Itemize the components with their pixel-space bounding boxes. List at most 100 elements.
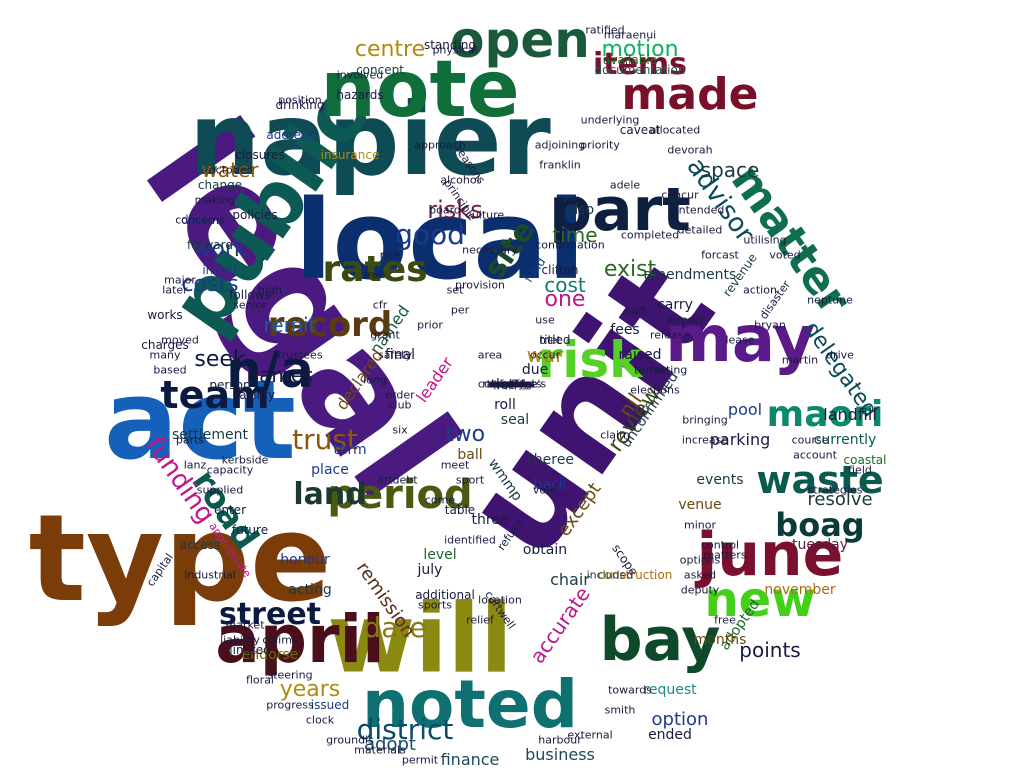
- word: caveat: [619, 123, 661, 137]
- word: free: [714, 613, 736, 627]
- word: position: [278, 93, 322, 107]
- word: final: [384, 347, 416, 363]
- word: trust: [292, 423, 358, 456]
- word: maraenui: [603, 28, 657, 42]
- word: claims: [262, 633, 298, 647]
- word: towards: [608, 683, 652, 697]
- word: use: [535, 313, 555, 327]
- word: person: [209, 378, 251, 392]
- word: asked: [683, 568, 717, 582]
- word: seek: [194, 347, 246, 372]
- word: follows: [229, 288, 271, 302]
- word: fund: [499, 377, 525, 391]
- word: works: [147, 308, 183, 322]
- word: years: [279, 677, 341, 702]
- word: back: [533, 477, 567, 493]
- word: area: [477, 348, 503, 362]
- word: materials: [354, 743, 406, 757]
- word: people: [493, 377, 531, 391]
- word: amendments: [643, 267, 737, 283]
- word: charges: [141, 338, 189, 352]
- word: smith: [604, 703, 636, 717]
- word: settlement: [171, 427, 249, 443]
- word: address: [266, 128, 314, 142]
- word: acting: [288, 582, 332, 598]
- word: control: [700, 538, 740, 552]
- word: date: [363, 611, 427, 644]
- word: one: [544, 287, 586, 312]
- word: priority: [580, 138, 620, 152]
- word: deputy: [680, 583, 720, 597]
- word: confirmation: [535, 238, 605, 252]
- word: hawkes: [491, 377, 533, 391]
- word: june: [696, 520, 844, 590]
- word: franklin: [539, 158, 581, 172]
- word: risk: [537, 331, 643, 389]
- word: space: [700, 158, 760, 182]
- word: local: [294, 176, 586, 304]
- word: come: [424, 493, 456, 507]
- word: art: [377, 473, 393, 487]
- word: seal: [500, 412, 530, 428]
- word: clifton: [541, 263, 579, 277]
- word: honour: [280, 552, 330, 568]
- word: record: [267, 305, 393, 345]
- word: roll: [494, 397, 516, 413]
- word: raised: [618, 347, 662, 363]
- word: chair: [550, 570, 590, 589]
- word: place: [311, 462, 349, 478]
- word: land: [293, 477, 367, 512]
- word: exist: [603, 257, 657, 282]
- word: ratified: [585, 23, 625, 37]
- word: facility: [235, 388, 275, 402]
- word: market: [225, 618, 265, 632]
- word: accurate: [525, 582, 595, 668]
- word: limited: [229, 643, 271, 657]
- word: groundis: [326, 733, 374, 747]
- word: physical: [432, 43, 478, 57]
- word: senior: [233, 298, 267, 312]
- word: major: [164, 273, 196, 287]
- word: closures: [235, 148, 285, 162]
- word: district: [356, 713, 454, 746]
- word: enter: [213, 503, 247, 517]
- word: bringing: [682, 413, 728, 427]
- word: term: [333, 442, 367, 458]
- word: insurance: [320, 148, 380, 162]
- word: policies: [232, 208, 278, 222]
- word: making: [194, 193, 236, 207]
- word: additional: [415, 588, 475, 602]
- word: july: [417, 562, 443, 578]
- word: matters: [703, 548, 747, 562]
- word: due: [521, 362, 549, 378]
- word: change: [197, 178, 243, 192]
- word: terms: [634, 363, 666, 377]
- word: concerns: [175, 213, 225, 227]
- word: ball: [457, 447, 483, 463]
- word: open: [450, 11, 590, 69]
- word: maori: [766, 394, 884, 435]
- word: street: [218, 597, 322, 632]
- word: based: [153, 363, 187, 377]
- word: work: [193, 237, 247, 262]
- word: rates: [322, 249, 428, 290]
- word: progress: [266, 698, 314, 712]
- word: drive: [826, 348, 854, 362]
- word: crowe: [495, 377, 529, 391]
- word: iron: [364, 268, 386, 282]
- word: endorse: [241, 647, 299, 663]
- word: action: [743, 283, 777, 297]
- word: forcast: [701, 248, 739, 262]
- word: adjoining: [534, 138, 586, 152]
- word: napier: [189, 81, 551, 198]
- word: grant: [370, 328, 400, 342]
- word: relief: [466, 613, 494, 627]
- word: costs: [181, 272, 239, 297]
- word: sport: [455, 473, 485, 487]
- word: set: [446, 283, 464, 297]
- word: future: [231, 523, 269, 537]
- word: high: [258, 283, 282, 297]
- word: underlying: [580, 113, 640, 127]
- word: course: [791, 433, 829, 447]
